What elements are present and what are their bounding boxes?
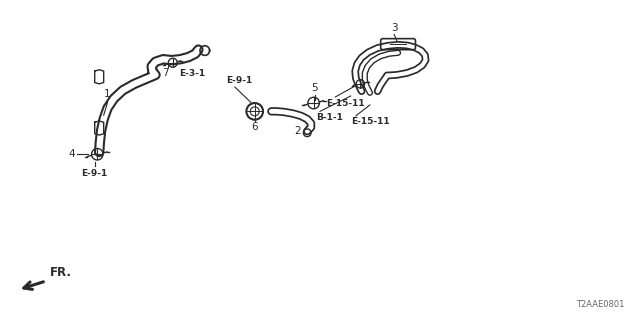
- Text: B-1-1: B-1-1: [316, 113, 343, 122]
- Text: E-3-1: E-3-1: [179, 69, 205, 78]
- Text: E-9-1: E-9-1: [227, 76, 253, 85]
- Text: FR.: FR.: [50, 266, 72, 279]
- Text: 3: 3: [391, 23, 397, 33]
- Text: 2: 2: [294, 126, 301, 136]
- Text: T2AAE0801: T2AAE0801: [575, 300, 624, 309]
- Text: E-9-1: E-9-1: [81, 169, 108, 178]
- Text: E-15-11: E-15-11: [351, 117, 389, 126]
- Text: 1: 1: [104, 89, 110, 99]
- Text: E-15-11: E-15-11: [326, 99, 365, 108]
- Text: 4: 4: [69, 149, 76, 159]
- Text: 5: 5: [312, 83, 318, 93]
- Text: 7: 7: [162, 68, 168, 78]
- Text: 6: 6: [252, 122, 258, 132]
